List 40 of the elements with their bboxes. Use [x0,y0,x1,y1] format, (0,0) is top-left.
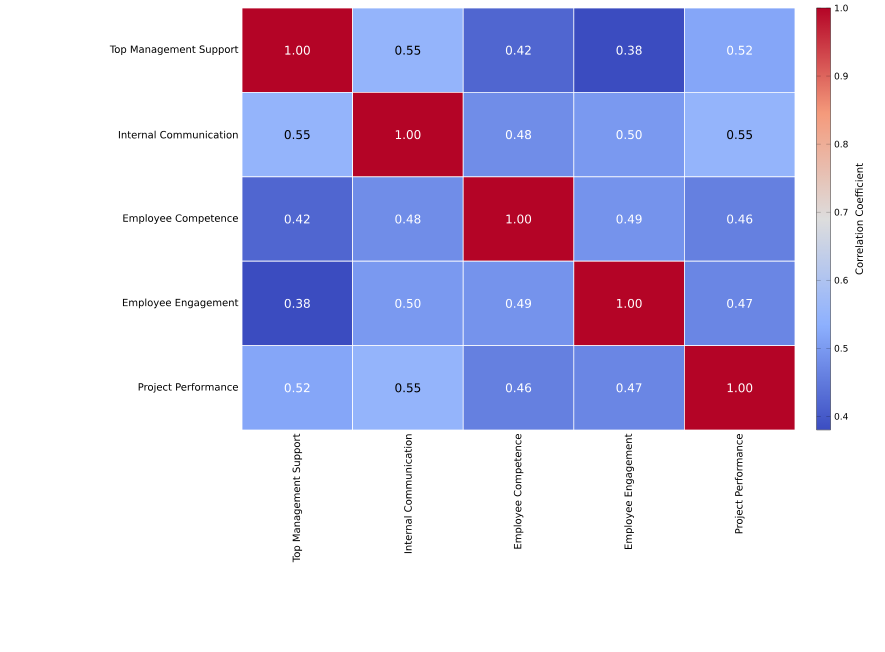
data-label: 0.46 [506,383,532,392]
data-label: 0.47 [727,298,752,308]
data-label: 1.00 [728,383,752,392]
color-bar-label: 0.7 [834,208,848,216]
y-tick-label: Employee Competence [123,214,238,224]
data-label: 0.49 [616,214,642,224]
data-label: 0.42 [506,46,531,55]
x-tick-label: Employee Engagement [624,434,634,550]
data-label: 0.47 [616,383,642,392]
data-label: 0.50 [395,298,420,308]
color-bar-label: 1.0 [835,4,848,12]
y-tick-label: Top Management Support [110,45,238,55]
data-label: 0.48 [395,214,420,224]
x-tick-label: Project Performance [734,434,745,534]
color-bar-label: 0.4 [834,412,848,420]
data-label: 0.55 [395,46,420,55]
data-label: 1.00 [396,130,420,140]
data-label: 0.48 [506,130,532,140]
color-bar-label: 0.6 [834,276,848,284]
data-label: 0.49 [506,298,532,308]
data-label: 0.55 [727,130,752,140]
y-tick-label: Project Performance [138,382,238,393]
color-bar-label: 0.5 [834,344,848,352]
data-label: 1.00 [285,46,310,55]
data-label: 1.00 [506,214,532,224]
x-tick-label: Employee Competence [514,434,524,549]
data-label: 1.00 [617,298,642,308]
data-label: 0.38 [616,46,642,55]
y-tick-label: Internal Communication [118,130,238,138]
data-label: 0.55 [284,130,310,140]
data-label: 0.52 [284,383,310,392]
color-bar-title: Correlation Coefficient [855,163,863,274]
data-label: 0.46 [727,214,752,224]
x-tick-label: Internal Communication [404,434,412,554]
color-bar-label: 0.9 [834,72,848,80]
y-tick-label: Employee Engagement [122,298,238,308]
data-label: 0.52 [727,46,752,55]
data-label: 0.55 [395,383,420,392]
data-label: 0.50 [616,130,642,140]
color-bar-label: 0.8 [834,140,848,148]
